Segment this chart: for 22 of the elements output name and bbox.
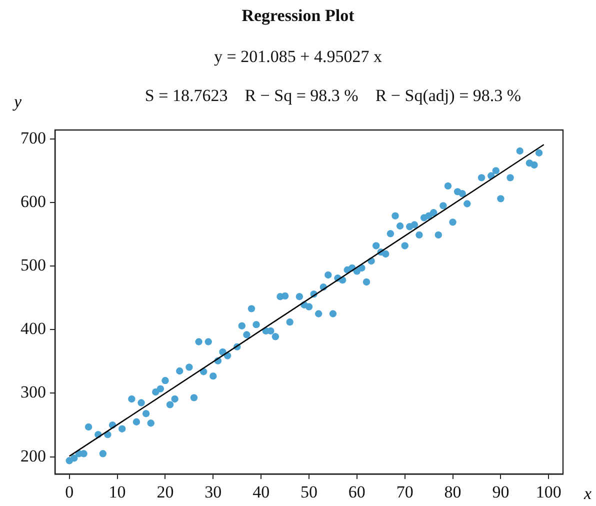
chart-title: Regression Plot <box>240 6 356 26</box>
y-tick-label: 600 <box>20 192 46 211</box>
x-tick-label: 60 <box>348 482 366 502</box>
x-tick-label: 80 <box>444 482 462 502</box>
x-tick-label: 50 <box>300 482 318 502</box>
x-tick-label: 20 <box>156 482 174 502</box>
y-tick-label: 400 <box>20 319 46 338</box>
y-tick-label: 300 <box>20 382 46 402</box>
x-tick-label: 40 <box>252 482 270 502</box>
y-tick-label: 500 <box>20 256 46 275</box>
y-tick-label: 700 <box>20 128 46 148</box>
x-axis-title: x <box>584 484 592 504</box>
x-tick-label: 30 <box>204 482 222 502</box>
x-tick-label: 0 <box>65 482 74 502</box>
x-tick-label: 90 <box>492 482 510 502</box>
y-axis-title: y <box>14 92 22 112</box>
text: S = 18.7623 R − Sq = 98.3 % R − Sq(adj) = 98.3 % <box>144 86 522 106</box>
x-tick-label: 10 <box>108 482 126 502</box>
x-tick-label: 70 <box>396 482 414 502</box>
y-tick-label: 200 <box>20 446 46 466</box>
x-tick-label: 100 <box>536 482 562 502</box>
chart-subtitle: y = 201.085 + 4.95027 x <box>213 47 383 67</box>
